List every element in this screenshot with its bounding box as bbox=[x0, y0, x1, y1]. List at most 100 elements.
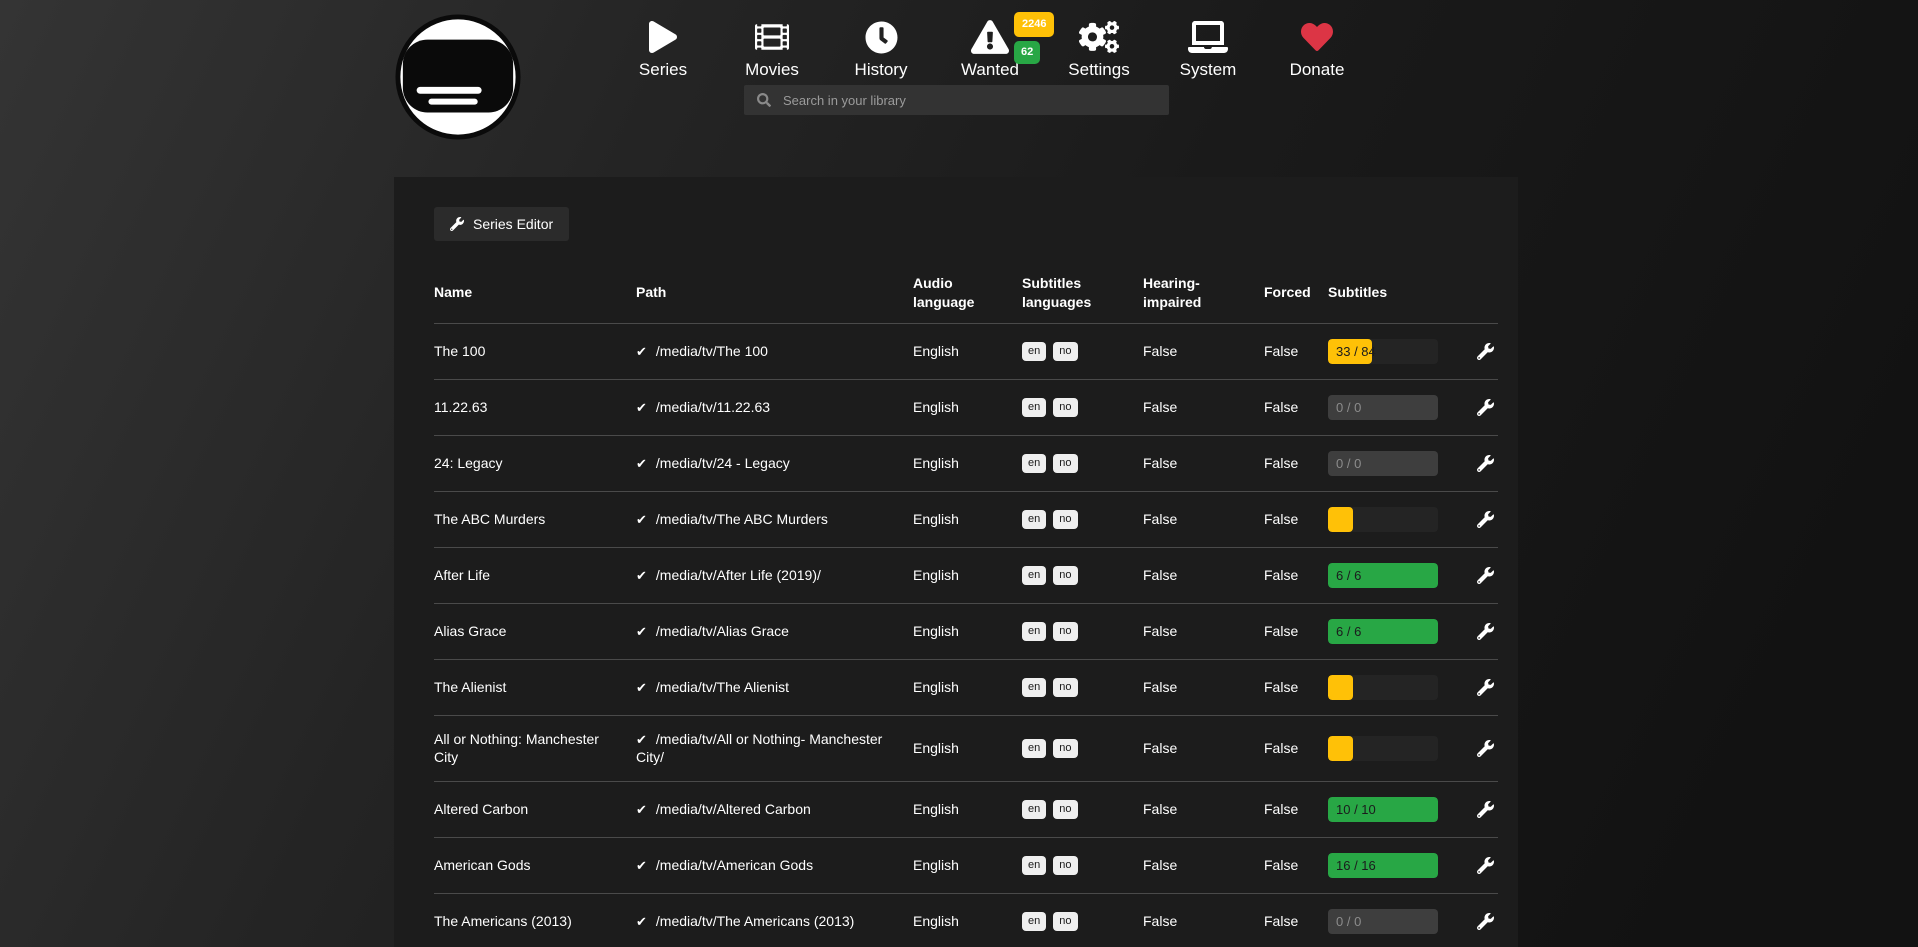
hearing-impaired-value: False bbox=[1143, 678, 1178, 695]
language-badge: no bbox=[1053, 912, 1078, 931]
search-input[interactable] bbox=[781, 91, 1169, 109]
series-name[interactable]: American Gods bbox=[434, 856, 531, 873]
audio-language-value: English bbox=[913, 454, 959, 471]
table-row: Altered Carbon ✔ /media/tv/Altered Carbon… bbox=[434, 782, 1498, 838]
edit-series-button[interactable] bbox=[1460, 740, 1498, 757]
series-name[interactable]: Alias Grace bbox=[434, 622, 507, 639]
series-name[interactable]: The ABC Murders bbox=[434, 510, 546, 527]
warning-triangle-icon bbox=[952, 16, 1028, 58]
nav-item-settings[interactable]: Settings bbox=[1061, 16, 1137, 80]
language-badge: en bbox=[1022, 510, 1047, 529]
audio-language-value: English bbox=[913, 398, 959, 415]
hearing-impaired-value: False bbox=[1143, 800, 1178, 817]
wrench-icon bbox=[1477, 343, 1494, 360]
series-path: ✔ /media/tv/Alias Grace bbox=[636, 623, 913, 641]
series-path-text: /media/tv/Alias Grace bbox=[655, 622, 789, 639]
nav-item-wanted[interactable]: Wanted 2246 62 bbox=[952, 12, 1055, 80]
series-name[interactable]: All or Nothing: Manchester City bbox=[434, 731, 599, 765]
edit-series-button[interactable] bbox=[1460, 455, 1498, 472]
audio-language-value: English bbox=[913, 622, 959, 639]
series-name[interactable]: 11.22.63 bbox=[434, 398, 488, 415]
column-header-path: Path bbox=[636, 284, 667, 301]
series-path-text: /media/tv/11.22.63 bbox=[655, 398, 771, 415]
search-bar[interactable] bbox=[744, 85, 1169, 115]
series-path-text: /media/tv/The 100 bbox=[655, 342, 768, 359]
series-name[interactable]: The Americans (2013) bbox=[434, 912, 572, 929]
edit-series-button[interactable] bbox=[1460, 399, 1498, 416]
table-row: The Americans (2013) ✔ /media/tv/The Amer… bbox=[434, 894, 1498, 947]
edit-series-button[interactable] bbox=[1460, 679, 1498, 696]
language-badge: no bbox=[1053, 800, 1078, 819]
subtitles-progress-bar bbox=[1328, 507, 1438, 532]
nav-item-history[interactable]: History bbox=[843, 16, 919, 80]
forced-value: False bbox=[1264, 342, 1299, 359]
series-path: ✔ /media/tv/11.22.63 bbox=[636, 399, 913, 417]
edit-series-button[interactable] bbox=[1460, 857, 1498, 874]
edit-series-button[interactable] bbox=[1460, 623, 1498, 640]
laptop-icon bbox=[1170, 16, 1246, 58]
subtitles-progress-bar: 0 / 0 bbox=[1328, 395, 1438, 420]
series-editor-button[interactable]: Series Editor bbox=[434, 207, 570, 241]
series-name[interactable]: Altered Carbon bbox=[434, 800, 529, 817]
language-badge: no bbox=[1053, 678, 1078, 697]
series-path-text: /media/tv/All or Nothing- Manchester Cit… bbox=[636, 731, 883, 765]
series-path: ✔ /media/tv/The ABC Murders bbox=[636, 511, 913, 529]
nav-label-history: History bbox=[854, 60, 908, 79]
subtitles-progress-label: 6 / 6 bbox=[1336, 623, 1362, 639]
subtitles-progress-bar: 0 / 0 bbox=[1328, 451, 1438, 476]
subtitles-languages-badges: en no bbox=[1022, 398, 1143, 417]
audio-language-value: English bbox=[913, 912, 959, 929]
wrench-icon bbox=[1477, 399, 1494, 416]
subtitles-languages-badges: en no bbox=[1022, 800, 1143, 819]
subtitles-languages-badges: en no bbox=[1022, 342, 1143, 361]
audio-language-value: English bbox=[913, 678, 959, 695]
wrench-icon bbox=[1477, 740, 1494, 757]
wrench-icon bbox=[1477, 623, 1494, 640]
nav-label-system: System bbox=[1179, 60, 1237, 79]
audio-language-value: English bbox=[913, 739, 959, 756]
column-header-audio-language: Audio language bbox=[913, 275, 975, 310]
column-header-subtitles-languages: Subtitles languages bbox=[1022, 275, 1092, 310]
forced-value: False bbox=[1264, 622, 1299, 639]
column-header-hearing-impaired: Hearing-impaired bbox=[1143, 275, 1202, 310]
edit-series-button[interactable] bbox=[1460, 801, 1498, 818]
hearing-impaired-value: False bbox=[1143, 398, 1178, 415]
series-path: ✔/media/tv/All or Nothing- Manchester Ci… bbox=[636, 731, 913, 766]
language-badge: no bbox=[1053, 398, 1078, 417]
edit-series-button[interactable] bbox=[1460, 567, 1498, 584]
series-path-text: /media/tv/The ABC Murders bbox=[655, 510, 828, 527]
hearing-impaired-value: False bbox=[1143, 566, 1178, 583]
subtitles-progress-fill bbox=[1328, 797, 1438, 822]
nav-item-system[interactable]: System bbox=[1170, 16, 1246, 80]
series-path-text: /media/tv/24 - Legacy bbox=[655, 454, 790, 471]
table-row: All or Nothing: Manchester City ✔/media/… bbox=[434, 716, 1498, 782]
series-name[interactable]: The Alienist bbox=[434, 678, 507, 695]
bazarr-logo[interactable] bbox=[394, 13, 522, 141]
forced-value: False bbox=[1264, 739, 1299, 756]
wrench-icon bbox=[1477, 511, 1494, 528]
table-row: American Gods ✔ /media/tv/American Gods E… bbox=[434, 838, 1498, 894]
series-path: ✔ /media/tv/The Americans (2013) bbox=[636, 913, 913, 931]
forced-value: False bbox=[1264, 912, 1299, 929]
nav-item-series[interactable]: Series bbox=[625, 16, 701, 80]
table-row: 11.22.63 ✔ /media/tv/11.22.63 English en n… bbox=[434, 380, 1498, 436]
series-name[interactable]: 24: Legacy bbox=[434, 454, 503, 471]
wanted-series-count-badge: 2246 bbox=[1014, 12, 1055, 37]
audio-language-value: English bbox=[913, 566, 959, 583]
language-badge: en bbox=[1022, 566, 1047, 585]
subtitles-progress-bar: 16 / 16 bbox=[1328, 853, 1438, 878]
table-body: The 100 ✔/media/tv/The 100 English en no … bbox=[434, 324, 1498, 947]
series-name[interactable]: After Life bbox=[434, 566, 491, 583]
nav-item-movies[interactable]: Movies bbox=[734, 16, 810, 80]
forced-value: False bbox=[1264, 800, 1299, 817]
edit-series-button[interactable] bbox=[1460, 913, 1498, 930]
edit-series-button[interactable] bbox=[1460, 511, 1498, 528]
check-icon: ✔ bbox=[636, 511, 647, 527]
series-name[interactable]: The 100 bbox=[434, 342, 486, 359]
nav-item-donate[interactable]: Donate bbox=[1279, 16, 1355, 80]
subtitles-progress-bar bbox=[1328, 675, 1438, 700]
edit-series-button[interactable] bbox=[1460, 343, 1498, 360]
forced-value: False bbox=[1264, 566, 1299, 583]
hearing-impaired-value: False bbox=[1143, 856, 1178, 873]
